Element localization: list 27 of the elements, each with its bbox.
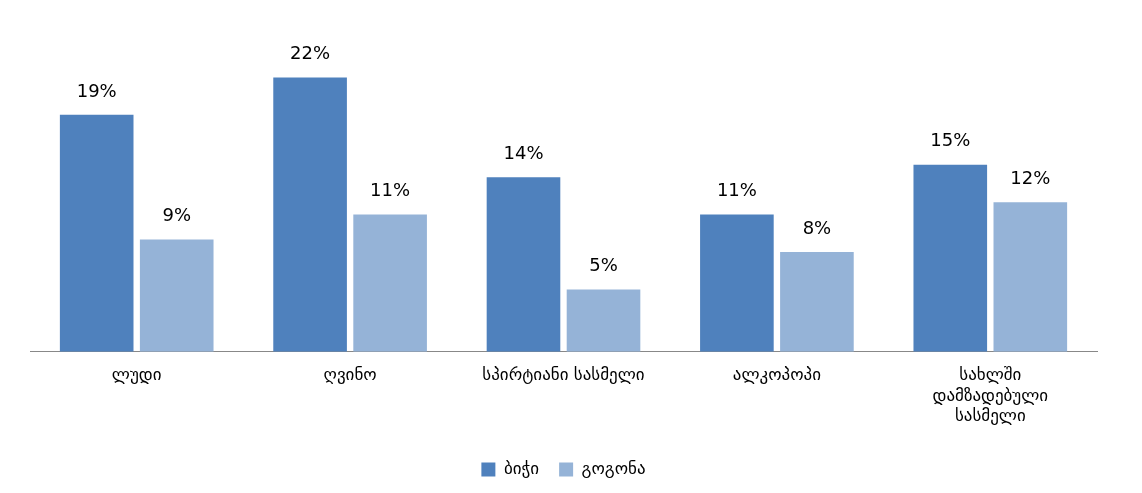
x-tick-label: ღვინო	[323, 364, 377, 385]
x-tick-label: სახლში დამზადებული სასმელი	[932, 364, 1049, 426]
bar	[700, 214, 774, 352]
x-tick-label: ალკოპოპი	[732, 364, 821, 385]
bar	[273, 77, 347, 352]
bar	[566, 289, 641, 352]
data-label: 11%	[716, 179, 757, 201]
data-label: 14%	[503, 141, 544, 163]
data-label: 5%	[589, 254, 618, 276]
data-label: 12%	[1010, 166, 1051, 188]
data-label: 22%	[290, 42, 331, 64]
bar	[913, 164, 988, 352]
x-tick-label: ლუდი	[111, 364, 162, 385]
data-label: 15%	[930, 129, 971, 151]
bar	[780, 252, 854, 352]
bar	[353, 214, 427, 352]
bar	[993, 202, 1068, 352]
legend-label: ბიჭი	[503, 457, 540, 478]
data-label: 11%	[370, 179, 411, 201]
bar	[486, 177, 561, 352]
bar	[59, 114, 134, 352]
data-label: 9%	[162, 204, 191, 226]
x-tick-label: სპირტიანი სასმელი	[482, 364, 645, 385]
data-label: 8%	[802, 216, 832, 238]
legend-label: გოგონა	[581, 457, 646, 478]
data-label: 19%	[76, 79, 117, 101]
bar	[139, 239, 214, 352]
